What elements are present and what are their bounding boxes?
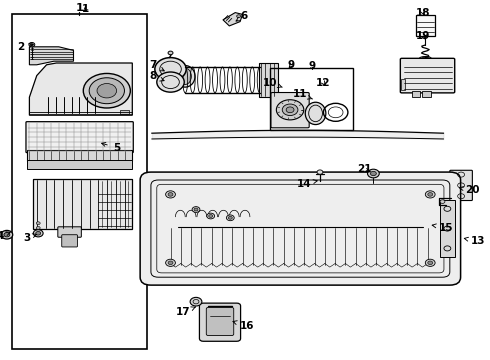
Ellipse shape — [419, 57, 431, 60]
Text: 4: 4 — [0, 231, 10, 241]
Text: 19: 19 — [416, 31, 430, 41]
Circle shape — [89, 78, 124, 104]
Circle shape — [36, 231, 41, 235]
Circle shape — [33, 230, 43, 237]
Text: 10: 10 — [262, 78, 282, 88]
Bar — [416, 15, 435, 36]
Circle shape — [428, 193, 433, 196]
Polygon shape — [29, 47, 74, 65]
Circle shape — [1, 230, 13, 239]
Circle shape — [428, 261, 433, 265]
Circle shape — [194, 208, 198, 211]
Text: 6: 6 — [236, 11, 247, 21]
Ellipse shape — [175, 66, 195, 87]
Circle shape — [157, 72, 184, 92]
Polygon shape — [29, 63, 132, 115]
Circle shape — [207, 213, 215, 219]
Circle shape — [166, 259, 175, 266]
FancyBboxPatch shape — [58, 227, 81, 237]
Bar — [120, 110, 129, 114]
Bar — [27, 160, 132, 169]
Text: 15: 15 — [432, 222, 453, 233]
Bar — [422, 91, 431, 97]
Circle shape — [192, 207, 200, 212]
Circle shape — [317, 170, 323, 174]
Circle shape — [226, 215, 234, 221]
Circle shape — [168, 193, 173, 196]
Polygon shape — [33, 179, 132, 184]
FancyBboxPatch shape — [140, 172, 461, 285]
FancyBboxPatch shape — [206, 307, 234, 336]
Ellipse shape — [422, 57, 429, 59]
Circle shape — [166, 191, 175, 198]
Text: 14: 14 — [296, 179, 318, 189]
Circle shape — [168, 51, 173, 55]
Text: 21: 21 — [357, 164, 371, 174]
Text: 1: 1 — [82, 4, 89, 14]
Circle shape — [440, 200, 445, 203]
Text: 11: 11 — [293, 89, 313, 99]
FancyBboxPatch shape — [450, 170, 472, 201]
FancyBboxPatch shape — [62, 235, 77, 247]
Text: 8: 8 — [149, 71, 164, 81]
FancyBboxPatch shape — [199, 303, 241, 341]
Ellipse shape — [305, 102, 326, 125]
Text: 7: 7 — [149, 60, 164, 71]
Text: 13: 13 — [464, 236, 485, 246]
Circle shape — [209, 215, 213, 217]
Circle shape — [370, 171, 376, 176]
Text: 16: 16 — [233, 321, 255, 331]
Circle shape — [282, 104, 298, 116]
Circle shape — [29, 42, 35, 47]
Text: 20: 20 — [460, 185, 480, 195]
Circle shape — [36, 226, 40, 229]
Circle shape — [83, 73, 130, 108]
Circle shape — [4, 233, 10, 237]
Bar — [12, 14, 147, 349]
Text: 17: 17 — [175, 307, 196, 318]
Bar — [412, 91, 420, 97]
Circle shape — [168, 261, 173, 265]
Bar — [27, 150, 132, 161]
Circle shape — [190, 297, 202, 306]
Circle shape — [425, 191, 435, 198]
Bar — [401, 79, 405, 90]
Text: 9: 9 — [308, 60, 315, 71]
Bar — [270, 68, 353, 130]
FancyBboxPatch shape — [26, 122, 133, 153]
Text: 5: 5 — [101, 143, 120, 153]
Text: 1: 1 — [75, 3, 83, 13]
Text: 2: 2 — [17, 42, 33, 52]
Circle shape — [155, 58, 186, 81]
Circle shape — [237, 15, 241, 18]
Text: 12: 12 — [316, 78, 331, 88]
Circle shape — [276, 100, 304, 120]
Circle shape — [30, 44, 33, 46]
Circle shape — [36, 222, 40, 225]
FancyBboxPatch shape — [400, 58, 455, 93]
Polygon shape — [440, 200, 455, 257]
Text: 3: 3 — [23, 233, 37, 243]
Circle shape — [228, 216, 232, 219]
Text: 18: 18 — [416, 8, 430, 18]
FancyBboxPatch shape — [271, 93, 309, 128]
Text: 9: 9 — [288, 60, 295, 70]
Polygon shape — [223, 13, 243, 26]
Circle shape — [425, 259, 435, 266]
Bar — [33, 179, 132, 229]
Circle shape — [286, 107, 294, 113]
Circle shape — [368, 169, 379, 178]
Polygon shape — [259, 63, 278, 97]
Ellipse shape — [179, 68, 191, 85]
Circle shape — [97, 84, 117, 98]
